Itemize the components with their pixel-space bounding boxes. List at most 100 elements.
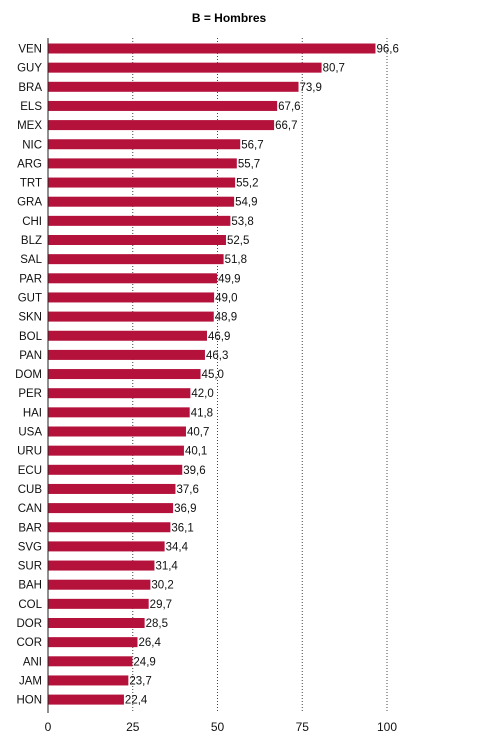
bar <box>48 560 155 571</box>
category-label: GUY <box>17 63 42 75</box>
x-tick-label: 0 <box>45 720 52 734</box>
chart-title: B = Hombres <box>192 11 267 25</box>
category-label: CAN <box>18 503 42 515</box>
category-label: SAL <box>20 254 42 266</box>
category-label: BLZ <box>21 235 42 247</box>
value-label: 41,8 <box>191 407 213 419</box>
value-label: 53,8 <box>231 216 253 228</box>
bar <box>48 522 171 533</box>
category-label: NIC <box>22 139 42 151</box>
bar <box>48 464 183 475</box>
bar <box>48 445 184 456</box>
value-label: 34,4 <box>166 541 189 553</box>
value-label: 51,8 <box>225 254 247 266</box>
x-tick-label: 50 <box>211 720 225 734</box>
category-label: PER <box>18 388 42 400</box>
category-label: CHI <box>22 216 42 228</box>
value-label: 36,9 <box>174 503 196 515</box>
category-label: COL <box>18 599 42 611</box>
bar <box>48 311 214 322</box>
bar <box>48 541 165 552</box>
value-label: 46,3 <box>206 350 228 362</box>
category-label: SVG <box>18 541 42 553</box>
bar <box>48 618 145 628</box>
category-label: TRT <box>20 178 42 190</box>
category-label: DOR <box>16 618 42 630</box>
value-label: 31,4 <box>155 561 178 573</box>
value-label: 48,9 <box>215 312 237 324</box>
value-label: 52,5 <box>227 235 249 247</box>
category-label: PAR <box>19 273 42 285</box>
bar <box>48 598 149 609</box>
value-label: 66,7 <box>275 120 297 132</box>
bar <box>48 120 275 131</box>
value-label: 55,7 <box>238 158 260 170</box>
category-label: ANI <box>23 656 42 668</box>
category-label: PAN <box>19 350 42 362</box>
value-label: 40,7 <box>187 427 209 439</box>
category-label: BOL <box>19 331 43 343</box>
bar <box>48 369 201 380</box>
category-label: ARG <box>17 158 42 170</box>
value-label: 37,6 <box>176 484 198 496</box>
bar <box>48 426 186 437</box>
value-label: 46,9 <box>208 331 230 343</box>
bar <box>48 503 174 514</box>
value-label: 73,9 <box>300 82 322 94</box>
value-label: 54,9 <box>235 197 257 209</box>
bar <box>48 579 151 590</box>
value-label: 49,9 <box>218 273 240 285</box>
category-label: MEX <box>17 120 42 132</box>
x-tick-label: 25 <box>126 720 140 734</box>
bar <box>48 483 176 494</box>
value-label: 56,7 <box>241 139 263 151</box>
bar <box>48 637 138 648</box>
bar <box>48 81 299 92</box>
bar <box>48 215 231 226</box>
value-labels: 96,6 80,773,967,6 66,7 56,7 55,7 55,2 54,9 53,8… <box>125 44 399 707</box>
value-label: 30,2 <box>151 580 173 592</box>
value-label: 24,9 <box>133 656 155 668</box>
bar <box>48 196 235 207</box>
value-label: 80,7 <box>323 63 345 75</box>
x-tick-label: 100 <box>377 720 397 734</box>
category-label: ECU <box>18 465 42 477</box>
value-label: 55,2 <box>236 178 258 190</box>
bar <box>48 330 207 341</box>
category-label: USA <box>18 427 42 439</box>
bar <box>48 177 236 188</box>
category-label: GUT <box>18 292 42 304</box>
x-axis: 0 25 50 75 100 <box>45 38 397 734</box>
category-label: COR <box>16 637 42 649</box>
category-label: CUB <box>18 484 43 496</box>
bar <box>48 235 226 245</box>
value-label: 23,7 <box>129 675 151 687</box>
bar <box>48 407 190 418</box>
category-label: BAH <box>18 580 42 592</box>
value-label: 39,6 <box>183 465 205 477</box>
bar <box>48 349 205 360</box>
category-label: BRA <box>18 82 42 94</box>
category-labels: VEN GUY BRA ELS MEX NIC ARG TRT GRA CHI BLZ SAL PAR G… <box>15 44 42 707</box>
category-label: SKN <box>18 312 42 324</box>
bar <box>48 675 129 686</box>
bar <box>48 273 218 284</box>
value-label: 29,7 <box>150 599 172 611</box>
bar <box>48 139 241 150</box>
bar <box>48 656 133 667</box>
value-label: 40,1 <box>185 446 207 458</box>
category-label: BAR <box>18 522 42 534</box>
category-label: HON <box>16 695 42 707</box>
value-label: 42,0 <box>191 388 213 400</box>
value-label: 26,4 <box>138 637 161 649</box>
bars <box>48 43 376 705</box>
value-label: 45,0 <box>202 369 224 381</box>
category-label: ELS <box>20 101 42 113</box>
bar <box>48 694 124 705</box>
bar <box>48 254 224 265</box>
value-label: 22,4 <box>125 695 148 707</box>
bar <box>48 388 191 399</box>
category-label: URU <box>17 446 42 458</box>
category-label: HAI <box>23 407 42 419</box>
